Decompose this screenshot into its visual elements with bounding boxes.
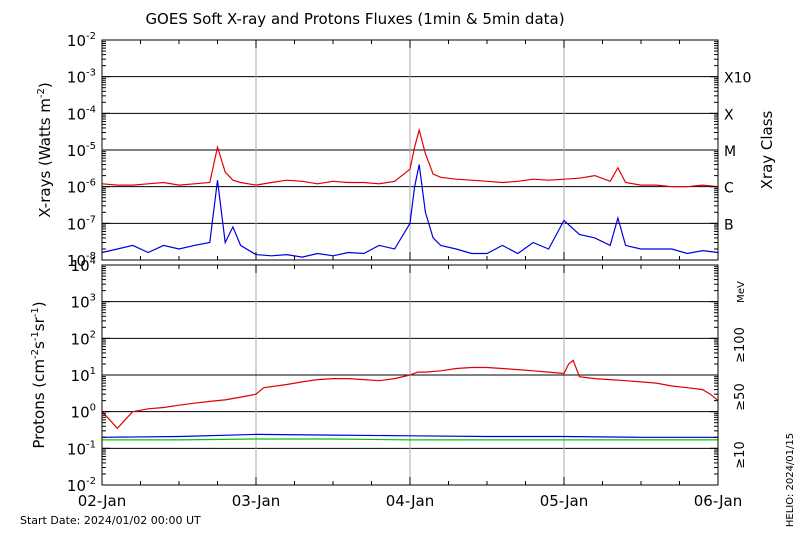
chart-title: GOES Soft X-ray and Protons Fluxes (1min…: [145, 10, 564, 28]
proton-legend-50: ≥50: [733, 383, 748, 410]
y-tick-label: 10-8: [67, 251, 96, 270]
xray-class-c: C: [724, 181, 734, 197]
series-line-green: [102, 438, 718, 441]
x-date-label: 02-Jan: [78, 492, 126, 510]
y-tick-label: 102: [71, 329, 96, 348]
xray-y-ticks: 10-2 10-3 10-4 10-5 10-6 10-7 10-8: [67, 31, 719, 270]
start-date-label: Start Date: 2024/01/02 00:00 UT: [20, 514, 201, 527]
proton-legend-100: ≥100: [733, 327, 748, 363]
y-tick-label: 103: [71, 293, 96, 312]
helio-stamp: HELIO: 2024/01/15: [785, 433, 796, 527]
xray-class-x: X: [724, 107, 734, 123]
series-line-red: [101, 127, 719, 188]
xray-series-group: [101, 127, 719, 258]
series-line-blue: [101, 433, 718, 438]
proton-unit-label: MeV: [736, 281, 747, 303]
y-tick-label: 10-6: [67, 178, 96, 197]
proton-y-ticks: 104 103 102 101 100 10-1 10-2: [67, 256, 719, 495]
y-tick-label: 10-4: [67, 104, 96, 123]
series-line-blue: [101, 164, 719, 258]
x-date-label: 04-Jan: [386, 492, 434, 510]
y-tick-label: 10-2: [67, 476, 96, 495]
proton-series-group: [101, 359, 719, 441]
x-date-label: 06-Jan: [694, 492, 742, 510]
proton-y-axis-label: Protons (cm-2s-1sr-1): [30, 301, 48, 448]
y-tick-label: 10-7: [67, 214, 96, 233]
y-tick-label: 10-3: [67, 68, 96, 87]
xray-panel: 10-2 10-3 10-4 10-5 10-6 10-7 10-8 X10 X M C B X-r…: [36, 31, 776, 270]
xray-class-labels: X10 X M C B: [724, 71, 751, 234]
proton-legend-10: ≥10: [733, 441, 748, 468]
y-tick-label: 104: [71, 256, 96, 275]
x-axis-date-labels: 02-Jan 03-Jan 04-Jan 05-Jan 06-Jan: [78, 492, 742, 510]
series-line-red: [101, 359, 719, 430]
y-tick-label: 10-2: [67, 31, 96, 50]
y-tick-label: 10-1: [67, 439, 96, 458]
xray-class-b: B: [724, 217, 734, 233]
xray-class-x10: X10: [724, 71, 751, 87]
y-tick-label: 100: [71, 403, 96, 422]
y-tick-label: 10-5: [67, 141, 96, 160]
xray-class-m: M: [724, 144, 736, 160]
proton-panel: 104 103 102 101 100 10-1 10-2 Protons (cm-2s-1…: [30, 256, 748, 495]
x-date-label: 05-Jan: [540, 492, 588, 510]
y-tick-label: 101: [71, 366, 96, 385]
xray-y-axis-label: X-rays (Watts m-2): [36, 82, 54, 217]
xray-class-axis-label: Xray Class: [758, 110, 776, 189]
x-date-label: 03-Jan: [232, 492, 280, 510]
